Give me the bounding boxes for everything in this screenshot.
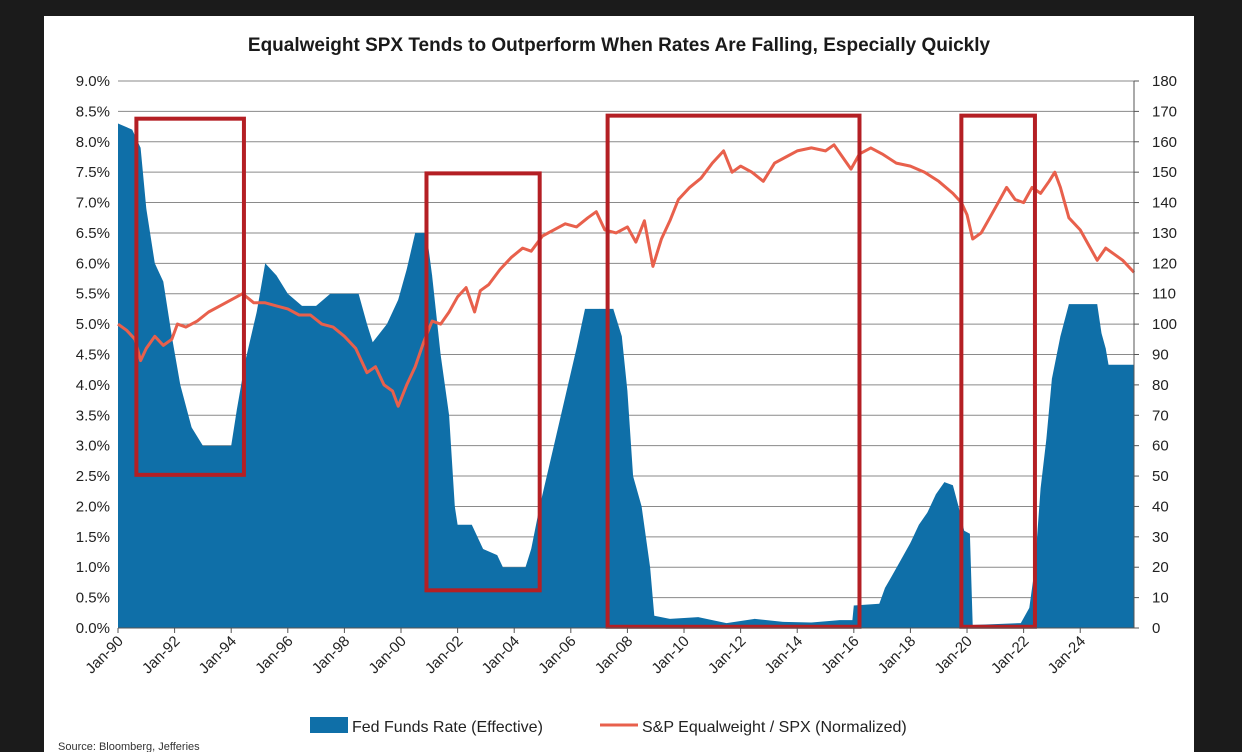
y-left-tick-label: 1.0%: [76, 559, 110, 576]
y-right-tick-label: 0: [1152, 620, 1160, 637]
y-left-tick-label: 7.0%: [76, 195, 110, 212]
fed-funds-area: [118, 123, 1134, 628]
x-tick-label: Jan-16: [818, 633, 862, 677]
y-right-tick-label: 130: [1152, 225, 1177, 242]
y-right-tick-label: 120: [1152, 255, 1177, 272]
y-right-tick-label: 10: [1152, 590, 1169, 607]
y-right-tick-label: 100: [1152, 316, 1177, 333]
x-tick-label: Jan-22: [988, 633, 1032, 677]
x-tick-label: Jan-08: [592, 633, 636, 677]
highlight-boxes: [134, 113, 1037, 629]
y-left-tick-label: 1.5%: [76, 529, 110, 546]
legend-label-fed-funds: Fed Funds Rate (Effective): [352, 719, 543, 736]
x-tick-label: Jan-14: [762, 633, 806, 677]
y-left-tick-label: 6.5%: [76, 225, 110, 242]
x-tick-label: Jan-92: [139, 633, 183, 677]
chart-card: Equalweight SPX Tends to Outperform When…: [44, 16, 1194, 752]
x-tick-label: Jan-10: [648, 633, 692, 677]
highlight-box: [959, 113, 1037, 629]
y-left-tick-label: 0.5%: [76, 590, 110, 607]
highlight-box: [134, 116, 246, 477]
y-left-tick-label: 4.0%: [76, 377, 110, 394]
y-left-tick-label: 0.0%: [76, 620, 110, 637]
x-tick-label: Jan-94: [196, 633, 240, 677]
legend-swatch-fed-funds: [310, 717, 348, 733]
y-left-tick-label: 2.5%: [76, 468, 110, 485]
y-right-tick-label: 20: [1152, 559, 1169, 576]
highlight-box: [424, 171, 542, 593]
y-right-tick-label: 30: [1152, 529, 1169, 546]
x-tick-label: Jan-18: [875, 633, 919, 677]
y-right-tick-label: 150: [1152, 164, 1177, 181]
y-right-tick-label: 80: [1152, 377, 1169, 394]
y-right-tick-label: 40: [1152, 498, 1169, 515]
y-right-tick-label: 70: [1152, 407, 1169, 424]
y-left-tick-label: 5.5%: [76, 286, 110, 303]
y-left-tick-label: 6.0%: [76, 255, 110, 272]
right-y-axis-ticks: 0 10 20 30 40 50 60 70 80 90 100 110 120 130 140 150 160…: [1134, 73, 1177, 637]
y-left-tick-label: 5.0%: [76, 316, 110, 333]
equalweight-ratio-line: [117, 143, 1136, 408]
x-axis-ticks: Jan-90 Jan-92 Jan-94 Jan-96 Jan-98 Jan-00 Jan-…: [82, 628, 1089, 677]
source-note: Source: Bloomberg, Jefferies: [58, 741, 200, 752]
left-y-axis-ticks: 0.0% 0.5% 1.0% 1.5% 2.0% 2.5% 3.0% 3.5% 4.0% 4.5%…: [76, 73, 110, 637]
y-right-tick-label: 170: [1152, 103, 1177, 120]
y-right-tick-label: 110: [1152, 286, 1176, 303]
y-right-tick-label: 60: [1152, 438, 1169, 455]
x-tick-label: Jan-02: [422, 633, 466, 677]
y-left-tick-label: 9.0%: [76, 73, 110, 90]
y-left-tick-label: 3.5%: [76, 407, 110, 424]
x-tick-label: Jan-90: [82, 633, 126, 677]
x-tick-label: Jan-00: [365, 633, 409, 677]
y-left-tick-label: 8.5%: [76, 103, 110, 120]
y-left-tick-label: 8.0%: [76, 134, 110, 151]
y-left-tick-label: 4.5%: [76, 347, 110, 364]
y-right-tick-label: 160: [1152, 134, 1177, 151]
y-right-tick-label: 180: [1152, 73, 1177, 90]
y-left-tick-label: 2.0%: [76, 498, 110, 515]
y-right-tick-label: 90: [1152, 347, 1169, 364]
x-tick-label: Jan-96: [252, 633, 296, 677]
equalweight-ratio-line-series: [117, 143, 1136, 408]
highlight-box: [605, 113, 862, 629]
fed-funds-area-series: [117, 123, 1135, 628]
x-tick-label: Jan-24: [1045, 633, 1089, 677]
y-left-tick-label: 7.5%: [76, 164, 110, 181]
x-tick-label: Jan-12: [705, 633, 749, 677]
x-tick-label: Jan-98: [309, 633, 353, 677]
chart-title: Equalweight SPX Tends to Outperform When…: [248, 35, 991, 56]
x-tick-label: Jan-06: [535, 633, 579, 677]
y-left-tick-label: 3.0%: [76, 438, 110, 455]
x-tick-label: Jan-20: [931, 633, 975, 677]
y-right-tick-label: 140: [1152, 195, 1177, 212]
legend: Fed Funds Rate (Effective) S&P Equalweig…: [310, 717, 907, 736]
chart-canvas: Equalweight SPX Tends to Outperform When…: [58, 35, 1177, 752]
legend-label-equalweight-ratio: S&P Equalweight / SPX (Normalized): [642, 719, 907, 736]
y-right-tick-label: 50: [1152, 468, 1169, 485]
x-tick-label: Jan-04: [479, 633, 523, 677]
